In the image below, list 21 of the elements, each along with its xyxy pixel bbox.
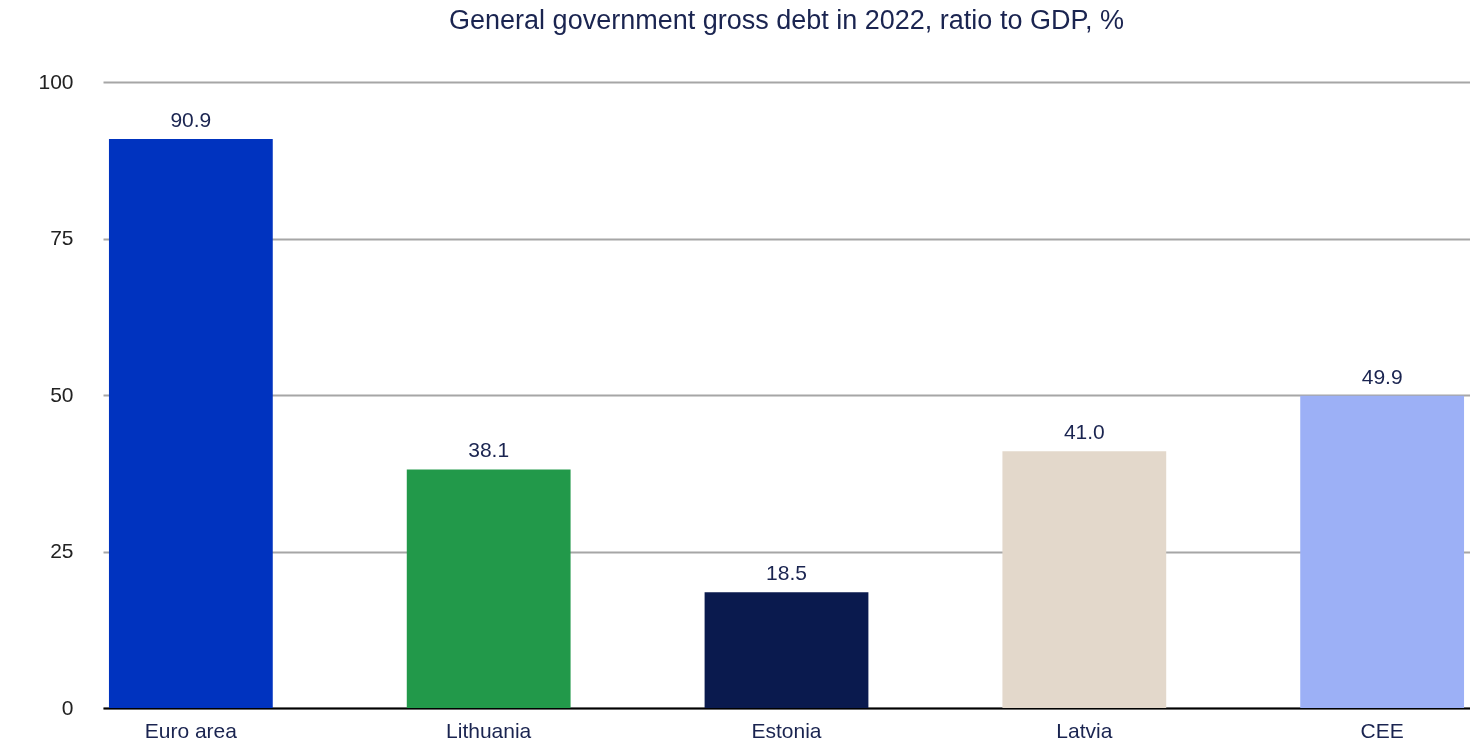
x-tick-label: Latvia	[1056, 718, 1113, 742]
bar	[1300, 395, 1465, 708]
y-tick-label: 25	[50, 539, 74, 562]
data-label: 38.1	[468, 438, 510, 462]
y-tick-label: 75	[50, 226, 74, 249]
bar	[108, 138, 273, 708]
y-tick-label: 100	[38, 69, 74, 93]
data-label: 41.0	[1063, 420, 1105, 444]
bar	[406, 469, 571, 708]
data-label: 49.9	[1361, 364, 1403, 388]
x-tick-label: Euro area	[144, 718, 238, 742]
data-label: 90.9	[170, 107, 212, 131]
data-label: 18.5	[766, 561, 807, 585]
x-tick-label: Lithuania	[446, 718, 532, 742]
y-tick-label: 50	[50, 382, 74, 406]
y-tick-label: 0	[61, 695, 74, 719]
bar	[704, 592, 869, 708]
bar	[1002, 451, 1167, 708]
chart-title: General government gross debt in 2022, ratio to GDP, %	[449, 5, 1124, 35]
x-tick-label: CEE	[1360, 718, 1404, 742]
x-tick-label: Estonia	[751, 718, 822, 742]
